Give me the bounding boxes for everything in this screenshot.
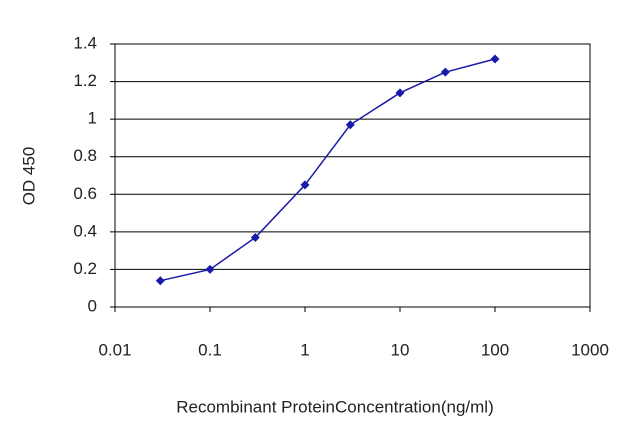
y-tick-label: 1: [88, 109, 97, 128]
y-tick-label: 1.2: [73, 71, 97, 90]
x-tick-label: 10: [391, 340, 410, 359]
marker: [205, 264, 215, 274]
x-tick-label: 0.1: [198, 340, 222, 359]
y-tick-label: 1.4: [73, 33, 97, 52]
y-tick-label: 0.4: [73, 221, 97, 240]
marker: [250, 232, 260, 242]
marker: [155, 276, 165, 286]
marker: [395, 88, 405, 98]
marker: [300, 180, 310, 190]
y-tick-label: 0: [88, 296, 97, 315]
y-axis-label: OD 450: [19, 147, 38, 206]
marker: [490, 54, 500, 64]
x-tick-label: 0.01: [98, 340, 131, 359]
x-tick-label: 1: [300, 340, 309, 359]
marker: [440, 67, 450, 77]
y-tick-label: 0.2: [73, 259, 97, 278]
line: [160, 58, 496, 282]
x-tick-label: 100: [481, 340, 509, 359]
plot-area: [114, 43, 591, 308]
y-tick-label: 0.8: [73, 146, 97, 165]
y-tick-label: 0.6: [73, 184, 97, 203]
marker: [345, 120, 355, 130]
x-axis-label: Recombinant ProteinConcentration(ng/ml): [176, 397, 494, 416]
x-tick-label: 1000: [571, 340, 609, 359]
